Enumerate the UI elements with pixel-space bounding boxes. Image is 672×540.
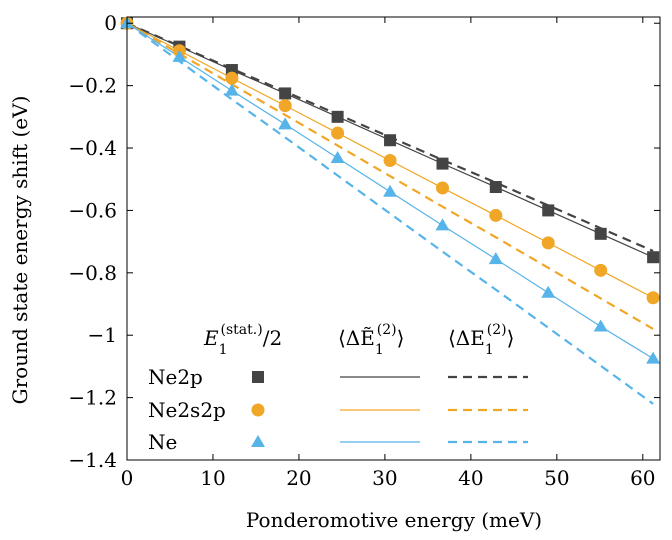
y-tick-label: −1.4 (68, 448, 117, 472)
x-tick-label: 50 (544, 466, 569, 490)
series-ne-point (435, 218, 450, 231)
series-ne-point (488, 252, 503, 265)
series-ne2p-point (384, 134, 397, 147)
legend-marker-ne2s2p (251, 403, 265, 417)
y-tick-label: −0.6 (68, 198, 117, 222)
series-ne2s2p-point (225, 71, 239, 85)
legend-label-ne2s2p: Ne2s2p (148, 398, 226, 422)
series-ne-point (224, 83, 239, 96)
series-ne2s2p-dashed-line (126, 22, 654, 330)
series-ne2p-point (542, 204, 555, 217)
series-ne2s2p-point (278, 99, 292, 113)
series-ne2p-point (489, 181, 502, 194)
legend-label-ne: Ne (148, 430, 177, 454)
x-tick-label: 40 (458, 466, 483, 490)
y-tick-label: 0 (104, 11, 117, 35)
y-tick-label: −0.8 (68, 261, 117, 285)
series-ne-dashed-line (126, 22, 654, 405)
series-ne2s2p-point (436, 181, 450, 195)
plot-area (120, 16, 661, 405)
series-ne2p-point (647, 251, 660, 264)
series-ne2s2p-point (594, 263, 608, 277)
series-ne2s2p-point (646, 291, 660, 305)
y-tick-label: −1.2 (68, 386, 117, 410)
legend: E1(stat.)/2 ⟨ΔẼ1(2)⟩ ⟨ΔE1(2)⟩ Ne2p Ne2s2p… (148, 322, 528, 454)
x-tick-label: 20 (286, 466, 311, 490)
series-ne-point (278, 117, 293, 130)
y-axis-label: Ground state energy shift (eV) (8, 96, 32, 405)
legend-marker-ne (251, 435, 265, 447)
x-tick-label: 60 (630, 466, 655, 490)
series-ne-point (646, 351, 661, 364)
axes: 0 10 20 30 40 50 60 0 −0.2 −0.4 −0.6 −0.8 −1 −1.2 −1.4 (68, 11, 661, 490)
series-ne2s2p-point (383, 154, 397, 168)
series-ne2p-point (331, 110, 344, 123)
y-tick-label: −0.4 (68, 136, 117, 160)
series-ne2p-point (436, 157, 449, 170)
y-tick-label: −0.2 (68, 74, 117, 98)
legend-header-delta: ⟨ΔE1(2)⟩ (448, 322, 514, 358)
x-tick-label: 30 (372, 466, 397, 490)
series-ne-point (172, 49, 187, 62)
series-ne-point (330, 151, 345, 164)
series-ne-point (541, 285, 556, 298)
x-tick-label: 0 (121, 466, 134, 490)
legend-header-tilde-delta: ⟨ΔẼ1(2)⟩ (338, 322, 404, 358)
y-tick-label: −1 (88, 323, 117, 347)
series-ne2s2p-point (331, 126, 345, 140)
x-tick-label: 10 (200, 466, 225, 490)
series-ne-point (593, 319, 608, 332)
x-axis-label: Ponderomotive energy (meV) (246, 508, 542, 532)
legend-label-ne2p: Ne2p (148, 365, 203, 389)
series-ne2p-point (594, 227, 607, 240)
series-ne2s2p-point (489, 208, 503, 222)
legend-header-stat: E1(stat.)/2 (203, 322, 282, 358)
series-ne-point (383, 184, 398, 197)
series-ne2s2p-point (541, 236, 555, 250)
legend-marker-ne2p (252, 371, 264, 383)
plot-frame (126, 16, 661, 461)
series-ne2p-point (279, 87, 292, 100)
